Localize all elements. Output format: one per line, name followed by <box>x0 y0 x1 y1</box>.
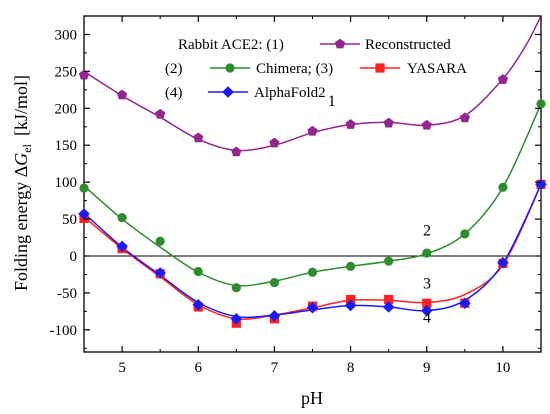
legend-series-4-name: AlphaFold2 <box>254 85 326 101</box>
y-axis-title: Folding energy ΔGel [kJ/mol] <box>11 75 34 291</box>
data-point-s2 <box>269 277 280 288</box>
axis-ticks: 5 6 7 8 9 10 -100 -50 0 50 100 150 200 250 300 <box>50 15 542 376</box>
legend-marker-2 <box>225 63 235 73</box>
data-point-s4 <box>459 297 471 310</box>
y-tick-label: 150 <box>55 138 78 154</box>
data-point-s1 <box>459 112 470 123</box>
legend-header: Rabbit ACE2: (1) <box>178 37 284 53</box>
data-point-s4 <box>154 267 166 279</box>
y-tick-label: 200 <box>55 101 78 117</box>
series-line-3 <box>84 184 541 320</box>
data-point-s3 <box>422 298 432 308</box>
data-point-s4 <box>382 301 395 313</box>
legend-series-3-name: YASARA <box>407 61 467 77</box>
curve-label-4: 4 <box>423 309 431 326</box>
x-tick-label: 6 <box>195 360 203 376</box>
data-point-s2 <box>193 266 203 277</box>
series-line-4 <box>84 184 541 319</box>
legend-row2-prefix: (2) <box>165 61 183 77</box>
curve-number-labels: 1 2 3 4 <box>328 93 431 326</box>
data-point-s1 <box>421 119 432 130</box>
x-tick-label: 9 <box>423 360 431 376</box>
data-point-s1 <box>116 89 128 100</box>
legend-marker-4 <box>222 86 234 98</box>
data-point-s2 <box>155 236 165 246</box>
y-axis-title-unit: [kJ/mol] <box>11 75 31 136</box>
data-point-s4 <box>535 178 547 191</box>
data-point-s4 <box>497 256 509 269</box>
curve-label-1: 1 <box>328 93 336 110</box>
legend-series-2-name: Chimera <box>256 61 308 77</box>
y-tick-label: -50 <box>57 286 77 302</box>
data-point-s1 <box>497 74 509 84</box>
data-point-s1 <box>269 137 280 148</box>
data-point-s4 <box>268 310 281 322</box>
data-point-s4 <box>116 240 128 253</box>
y-tick-label: 250 <box>55 64 78 80</box>
legend-marker-3 <box>375 63 385 73</box>
data-point-s2 <box>384 256 394 266</box>
data-point-s1 <box>78 69 90 80</box>
x-tick-label: 10 <box>495 360 510 376</box>
data-point-s1 <box>231 146 242 157</box>
data-point-s2 <box>422 248 432 258</box>
data-point-s2 <box>117 213 127 223</box>
data-point-s2 <box>231 283 241 293</box>
data-point-s2 <box>307 267 318 277</box>
legend-marker-1 <box>334 38 346 49</box>
data-point-s2 <box>460 229 470 239</box>
data-point-s4 <box>192 298 205 311</box>
curve-label-2: 2 <box>423 222 431 239</box>
data-point-s4 <box>344 299 357 312</box>
x-tick-label: 5 <box>118 360 126 376</box>
y-axis-title-symbol: G <box>11 153 31 166</box>
data-point-s1 <box>155 108 166 119</box>
data-point-s4 <box>420 304 433 317</box>
legend-samples <box>208 38 400 98</box>
y-tick-label: -100 <box>50 323 78 339</box>
data-point-s3 <box>384 294 394 305</box>
data-point-s2 <box>536 99 546 109</box>
series-markers <box>78 69 547 328</box>
x-axis-title: pH <box>301 388 323 408</box>
y-axis-title-subscript: el <box>20 143 34 152</box>
legend-series-1-name: Reconstructed <box>365 37 451 53</box>
y-tick-label: 50 <box>62 212 77 228</box>
data-point-s1 <box>345 119 356 129</box>
y-tick-label: 300 <box>55 27 78 43</box>
data-point-s4 <box>230 312 243 325</box>
data-point-s2 <box>498 182 508 192</box>
data-point-s2 <box>345 261 356 271</box>
data-point-s4 <box>306 301 319 314</box>
legend-row3-prefix: (4) <box>165 85 183 101</box>
legend: Rabbit ACE2: (1) Reconstructed (2) Chime… <box>165 37 467 101</box>
y-tick-label: 100 <box>55 175 78 191</box>
data-point-s1 <box>383 117 394 128</box>
y-tick-label: 0 <box>70 249 78 265</box>
data-point-s1 <box>307 125 318 136</box>
data-point-s1 <box>193 132 204 143</box>
y-axis-title-prefix: Folding energy Δ <box>11 166 31 291</box>
legend-series-2-sep: ; (3) <box>308 61 333 77</box>
curve-label-3: 3 <box>423 275 431 292</box>
x-tick-label: 7 <box>271 360 279 376</box>
data-point-s3 <box>345 294 356 305</box>
data-point-s4 <box>78 208 90 220</box>
x-tick-label: 8 <box>347 360 355 376</box>
data-point-s2 <box>79 183 89 193</box>
